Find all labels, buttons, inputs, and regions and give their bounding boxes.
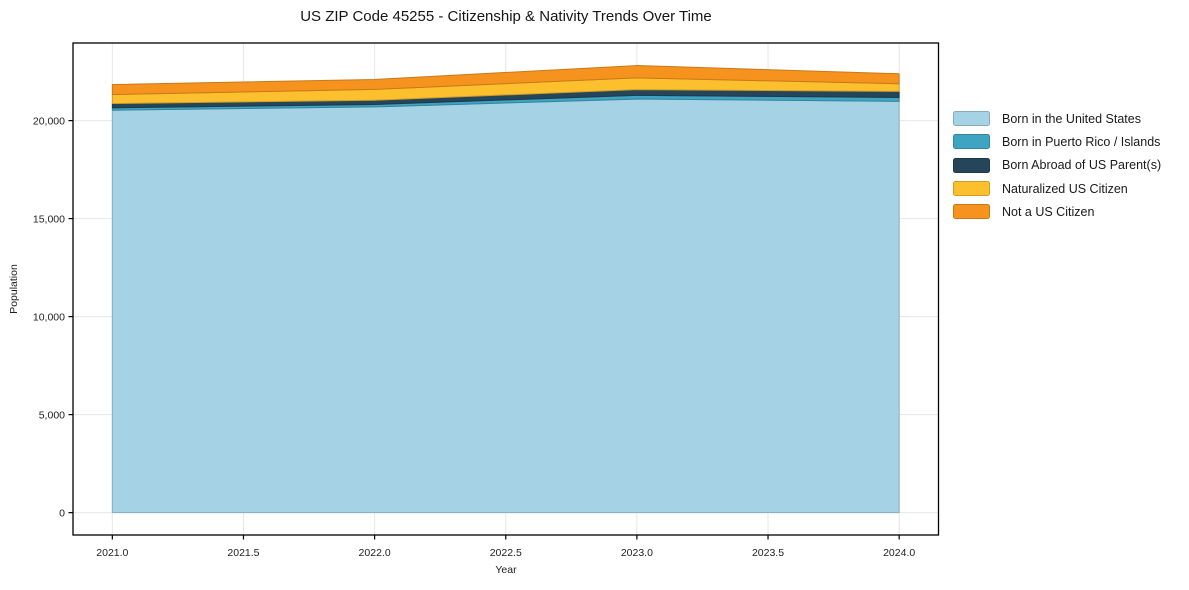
- legend-item: Born in Puerto Rico / Islands: [953, 130, 1161, 153]
- x-tick-label: 2024.0: [883, 547, 915, 559]
- area-series-4: [111, 65, 900, 96]
- y-tick-label: 20,000: [33, 115, 65, 127]
- legend-item: Born Abroad of US Parent(s): [953, 154, 1161, 177]
- x-tick-label: 2023.0: [621, 547, 653, 559]
- legend: Born in the United States Born in Puerto…: [953, 107, 1161, 223]
- legend-label: Born in Puerto Rico / Islands: [1002, 134, 1161, 149]
- x-axis-title: Year: [495, 564, 517, 576]
- legend-label: Naturalized US Citizen: [1002, 181, 1128, 196]
- legend-item: Not a US Citizen: [953, 200, 1161, 223]
- legend-swatch-puerto-rico: [953, 134, 990, 150]
- y-tick-label: 10,000: [33, 311, 65, 323]
- y-tick-label: 15,000: [33, 213, 65, 225]
- legend-label: Born in the United States: [1002, 111, 1141, 126]
- legend-swatch-born-abroad: [953, 157, 990, 173]
- y-tick-label: 0: [59, 507, 65, 519]
- y-tick-label: 5,000: [39, 409, 65, 421]
- x-tick-label: 2023.5: [752, 547, 784, 559]
- legend-swatch-born-us: [953, 111, 990, 127]
- x-tick-label: 2022.5: [490, 547, 522, 559]
- legend-swatch-not-citizen: [953, 204, 990, 220]
- x-tick-label: 2022.0: [359, 547, 391, 559]
- chart-title: US ZIP Code 45255 - Citizenship & Nativi…: [300, 8, 712, 25]
- area-series-0: [111, 98, 900, 514]
- legend-label: Born Abroad of US Parent(s): [1002, 158, 1162, 173]
- x-tick-label: 2021.5: [227, 547, 259, 559]
- legend-swatch-naturalized: [953, 181, 990, 197]
- x-tick-label: 2021.0: [96, 547, 128, 559]
- legend-item: Born in the United States: [953, 107, 1161, 130]
- legend-item: Naturalized US Citizen: [953, 177, 1161, 200]
- legend-label: Not a US Citizen: [1002, 204, 1095, 219]
